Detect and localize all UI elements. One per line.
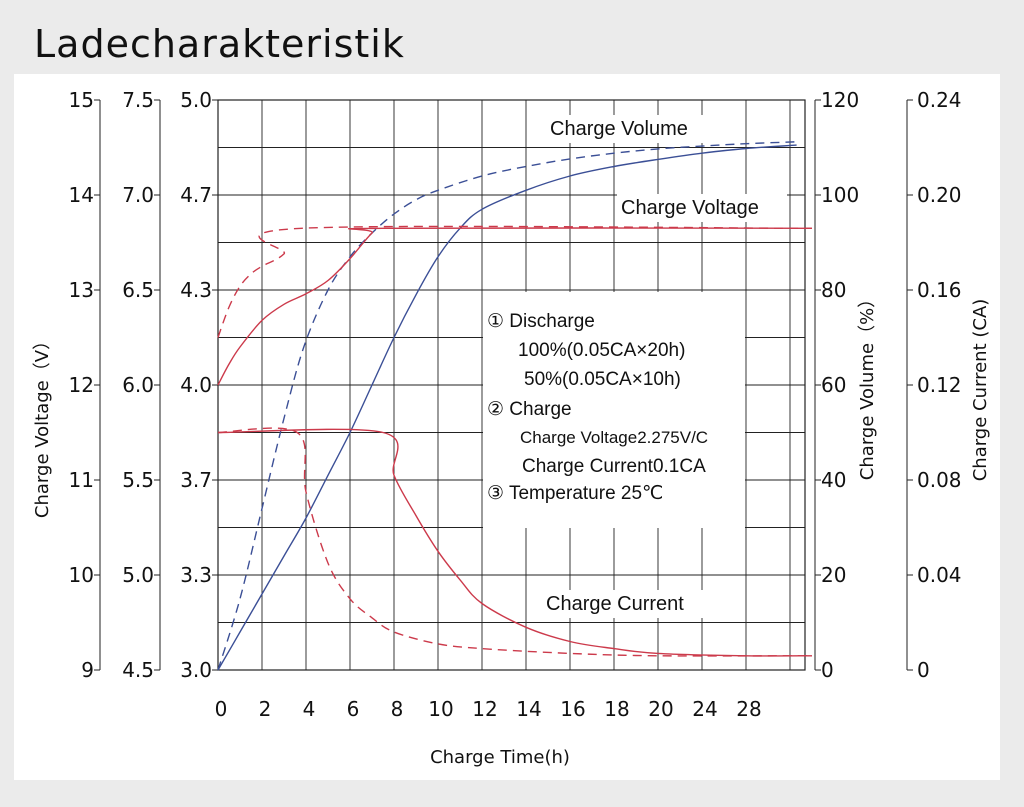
right-tick-label: 0.20 xyxy=(917,183,962,207)
x-tick-label: 10 xyxy=(428,697,453,721)
left-tick-label: 6.5 xyxy=(122,278,154,302)
note-charge: ② Charge xyxy=(487,399,572,420)
x-tick-label: 0 xyxy=(215,697,228,721)
label-bg-volume xyxy=(547,115,717,143)
left-tick-label: 5.5 xyxy=(122,468,154,492)
x-tick-label: 12 xyxy=(472,697,497,721)
left-tick-label: 4.7 xyxy=(180,183,212,207)
x-tick-label: 8 xyxy=(391,697,404,721)
right-tick-label: 60 xyxy=(821,373,846,397)
left-tick-label: 3.0 xyxy=(180,658,212,682)
left-tick-label: 10 xyxy=(69,563,94,587)
x-tick-label: 18 xyxy=(604,697,629,721)
right-tick-label: 40 xyxy=(821,468,846,492)
note-charge-voltage: Charge Voltage2.275V/C xyxy=(520,428,708,447)
right-tick-label: 0.16 xyxy=(917,278,962,302)
right-tick-label: 0 xyxy=(917,658,930,682)
x-tick-label: 2 xyxy=(259,697,272,721)
right-tick-label: 0.04 xyxy=(917,563,962,587)
left-tick-label: 11 xyxy=(69,468,94,492)
right-tick-label: 0 xyxy=(821,658,834,682)
curve-charge-volume-discharge-50 xyxy=(217,141,797,671)
note-discharge-100: 100%(0.05CA×20h) xyxy=(518,340,685,361)
right-tick-label: 0.24 xyxy=(917,88,962,112)
right-tick-label: 20 xyxy=(821,563,846,587)
note-discharge-50: 50%(0.05CA×10h) xyxy=(524,369,681,390)
x-axis-label: Charge Time(h) xyxy=(430,747,570,768)
curve-charge-current-discharge-50 xyxy=(217,427,813,657)
left-tick-label: 12 xyxy=(69,373,94,397)
curve-label-charge-current: Charge Current xyxy=(546,593,684,615)
left-tick-label: 7.0 xyxy=(122,183,154,207)
left-tick-label: 4.0 xyxy=(180,373,212,397)
curve-label-charge-volume: Charge Volume xyxy=(550,118,688,140)
right-tick-label: 120 xyxy=(821,88,859,112)
left-tick-label: 7.5 xyxy=(122,88,154,112)
chart-axes: 0 2 4 6 8 10 12 14 16 18 20 24 2815141312111097.57.0… xyxy=(69,88,962,721)
y-axis-label-current: Charge Current (CA) xyxy=(970,299,991,482)
left-tick-label: 14 xyxy=(69,183,94,207)
curve-charge-voltage-discharge-50 xyxy=(217,225,813,338)
label-bg-voltage xyxy=(617,194,787,222)
x-tick-label: 6 xyxy=(347,697,360,721)
left-tick-label: 3.7 xyxy=(180,468,212,492)
left-tick-label: 15 xyxy=(69,88,94,112)
left-tick-label: 3.3 xyxy=(180,563,212,587)
left-tick-label: 4.3 xyxy=(180,278,212,302)
title-bar: Ladecharakteristik xyxy=(14,14,1014,74)
curve-label-charge-voltage: Charge Voltage xyxy=(621,197,759,219)
chart-curves xyxy=(217,141,813,671)
page-title: Ladecharakteristik xyxy=(34,22,405,66)
left-tick-label: 4.5 xyxy=(122,658,154,682)
left-tick-label: 9 xyxy=(81,658,94,682)
label-bg-current xyxy=(543,590,713,618)
right-tick-label: 100 xyxy=(821,183,859,207)
x-tick-label: 28 xyxy=(736,697,761,721)
x-tick-label: 20 xyxy=(648,697,673,721)
note-temperature: ③ Temperature 25℃ xyxy=(487,483,663,504)
right-tick-label: 0.08 xyxy=(917,468,962,492)
y-axis-label-voltage: Charge Voltage（V） xyxy=(32,332,53,518)
left-tick-label: 5.0 xyxy=(122,563,154,587)
note-discharge: ① Discharge xyxy=(487,311,595,332)
y-axis-label-volume: Charge Volume（%） xyxy=(857,290,878,480)
notes-box xyxy=(483,292,745,528)
left-tick-label: 6.0 xyxy=(122,373,154,397)
left-tick-label: 13 xyxy=(69,278,94,302)
note-charge-current: Charge Current0.1CA xyxy=(522,456,706,477)
x-tick-label: 24 xyxy=(692,697,717,721)
right-tick-label: 80 xyxy=(821,278,846,302)
curve-charge-current-discharge-100 xyxy=(217,428,813,657)
curve-charge-volume-discharge-100 xyxy=(217,144,797,671)
left-tick-label: 5.0 xyxy=(180,88,212,112)
x-tick-label: 16 xyxy=(560,697,585,721)
curve-charge-voltage-discharge-100 xyxy=(217,227,813,386)
right-tick-label: 0.12 xyxy=(917,373,962,397)
x-tick-label: 4 xyxy=(303,697,316,721)
x-tick-label: 14 xyxy=(516,697,541,721)
